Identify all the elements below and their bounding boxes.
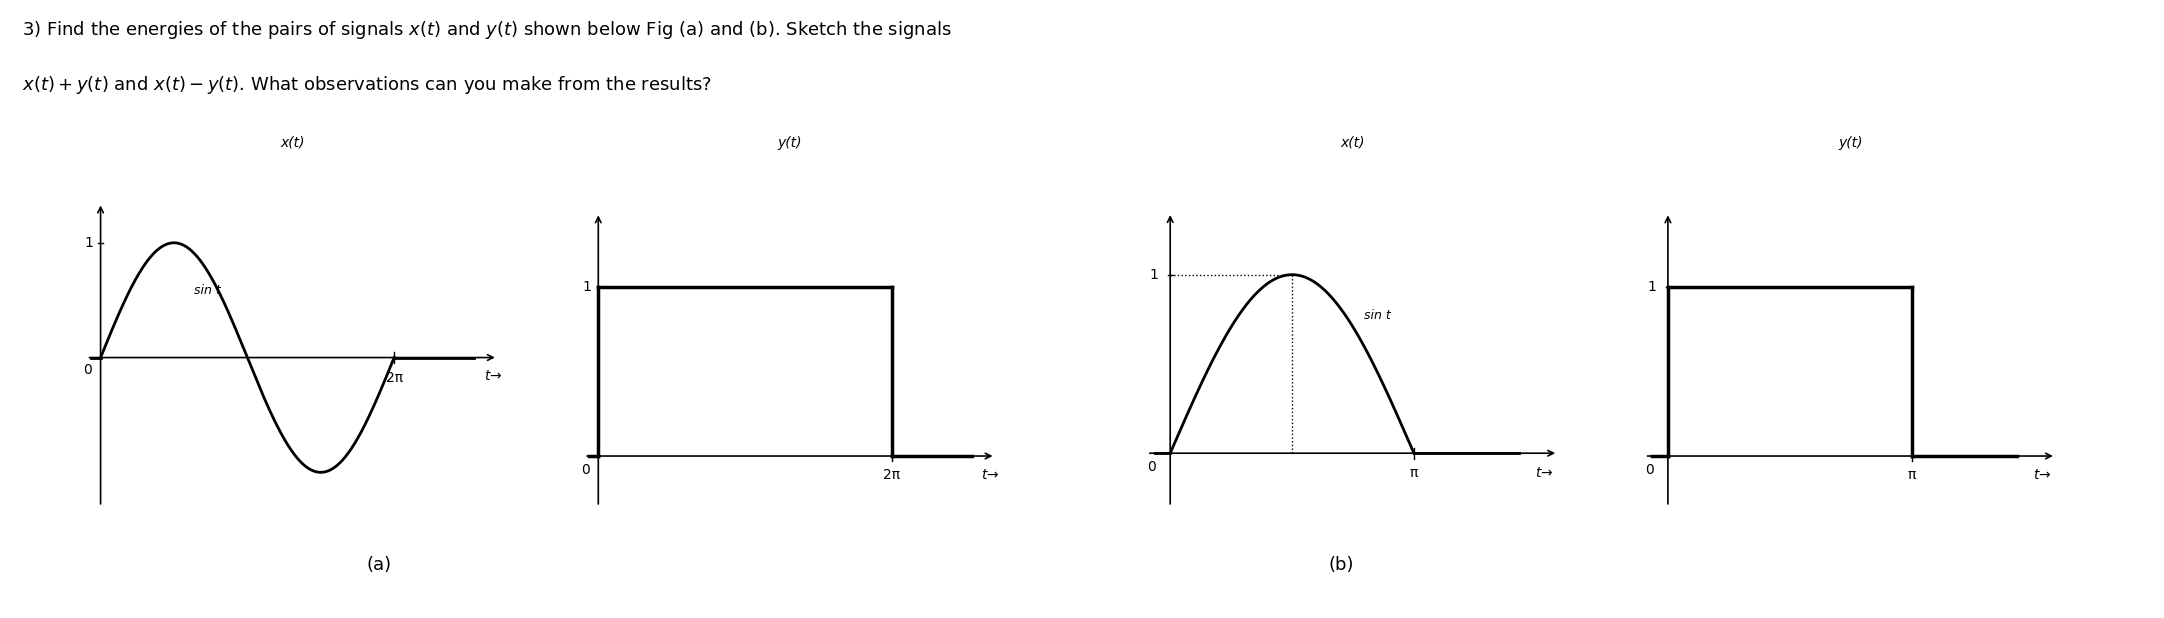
Text: 0: 0: [582, 463, 591, 476]
Text: $t$→: $t$→: [485, 369, 502, 383]
Text: $t$→: $t$→: [2032, 468, 2051, 482]
Text: 0: 0: [84, 363, 93, 378]
Text: x(t): x(t): [1340, 136, 1365, 150]
Text: 2π: 2π: [385, 371, 403, 386]
Text: x(t): x(t): [279, 136, 305, 150]
Text: 3) Find the energies of the pairs of signals $x(t)$ and $y(t)$ shown below Fig (: 3) Find the energies of the pairs of sig…: [22, 19, 952, 41]
Text: π: π: [1906, 468, 1915, 482]
Text: y(t): y(t): [1837, 136, 1863, 150]
Text: 0: 0: [1147, 460, 1156, 475]
Text: 1: 1: [582, 280, 591, 294]
Text: 1: 1: [84, 236, 93, 250]
Text: 1: 1: [1149, 268, 1158, 282]
Text: (b): (b): [1329, 556, 1355, 574]
Text: sin t: sin t: [195, 284, 221, 297]
Text: 2π: 2π: [883, 468, 900, 482]
Text: $x(t) + y(t)$ and $x(t) - y(t)$. What observations can you make from the results: $x(t) + y(t)$ and $x(t) - y(t)$. What ob…: [22, 74, 712, 96]
Text: (a): (a): [366, 556, 392, 574]
Text: 0: 0: [1645, 463, 1653, 476]
Text: sin t: sin t: [1363, 309, 1391, 323]
Text: 1: 1: [1647, 280, 1655, 294]
Text: π: π: [1409, 466, 1417, 480]
Text: $t$→: $t$→: [1534, 466, 1554, 480]
Text: y(t): y(t): [777, 136, 803, 150]
Text: $t$→: $t$→: [982, 468, 1000, 482]
